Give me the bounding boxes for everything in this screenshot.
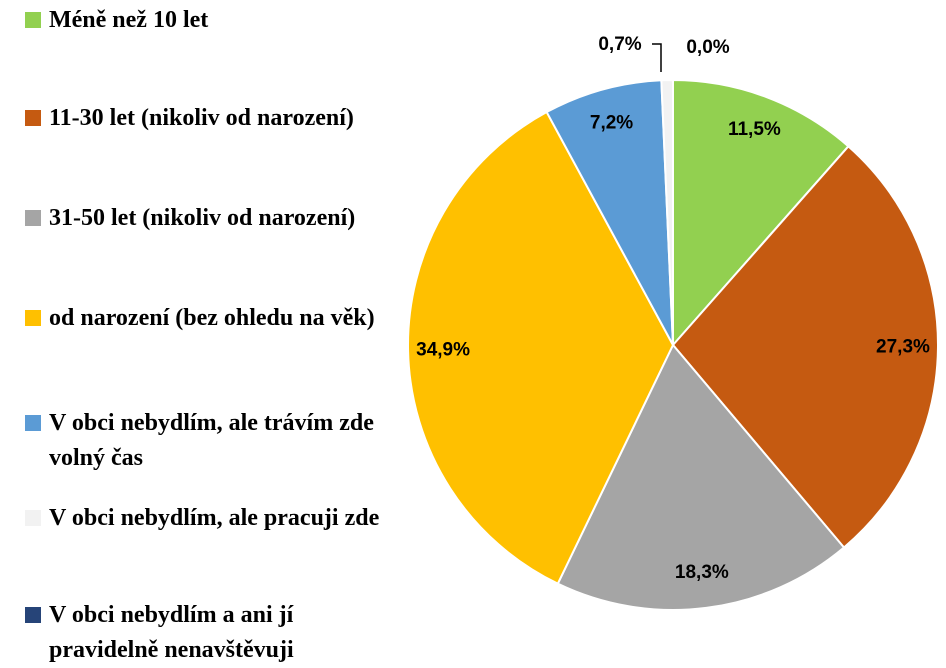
legend-label: V obci nebydlím a ani jí pravidelně nena… [49, 602, 294, 663]
legend-label: 31-50 let (nikoliv od narození) [49, 205, 356, 231]
data-label: 18,3% [675, 562, 729, 583]
pie-slice [556, 343, 846, 611]
legend-label: Méně než 10 let [49, 7, 209, 33]
legend-item: V obci nebydlím, ale trávím zde volný ča… [25, 406, 385, 476]
legend-item: V obci nebydlím, ale pracuji zde [25, 501, 385, 536]
legend-item: 11-30 let (nikoliv od narození) [25, 101, 385, 136]
legend-item: 31-50 let (nikoliv od narození) [25, 201, 385, 236]
data-label: 34,9% [416, 339, 470, 360]
legend-swatch [25, 12, 41, 28]
data-label: 7,2% [590, 112, 633, 133]
pie-slice [671, 144, 939, 549]
data-label: 0,0% [686, 37, 729, 58]
legend-swatch [25, 310, 41, 326]
leader-line [652, 43, 662, 72]
legend-swatch [25, 607, 41, 623]
pie-slice [545, 79, 674, 346]
legend-label: V obci nebydlím, ale trávím zde volný ča… [49, 410, 374, 471]
pie-slice [672, 78, 850, 348]
data-label: 27,3% [876, 337, 930, 358]
legend-item: od narození (bez ohledu na věk) [25, 301, 385, 336]
legend-swatch [25, 415, 41, 431]
legend-item: Méně než 10 let [25, 3, 385, 38]
legend-swatch [25, 210, 41, 226]
data-label: 0,7% [598, 34, 641, 55]
legend-label: V obci nebydlím, ale pracuji zde [49, 505, 380, 531]
pie-slice [407, 110, 675, 585]
legend-item: V obci nebydlím a ani jí pravidelně nena… [25, 598, 385, 668]
legend-label: 11-30 let (nikoliv od narození) [49, 105, 354, 131]
data-label: 11,5% [728, 119, 781, 140]
legend-label: od narození (bez ohledu na věk) [49, 305, 375, 331]
legend-swatch [25, 110, 41, 126]
legend-swatch [25, 510, 41, 526]
